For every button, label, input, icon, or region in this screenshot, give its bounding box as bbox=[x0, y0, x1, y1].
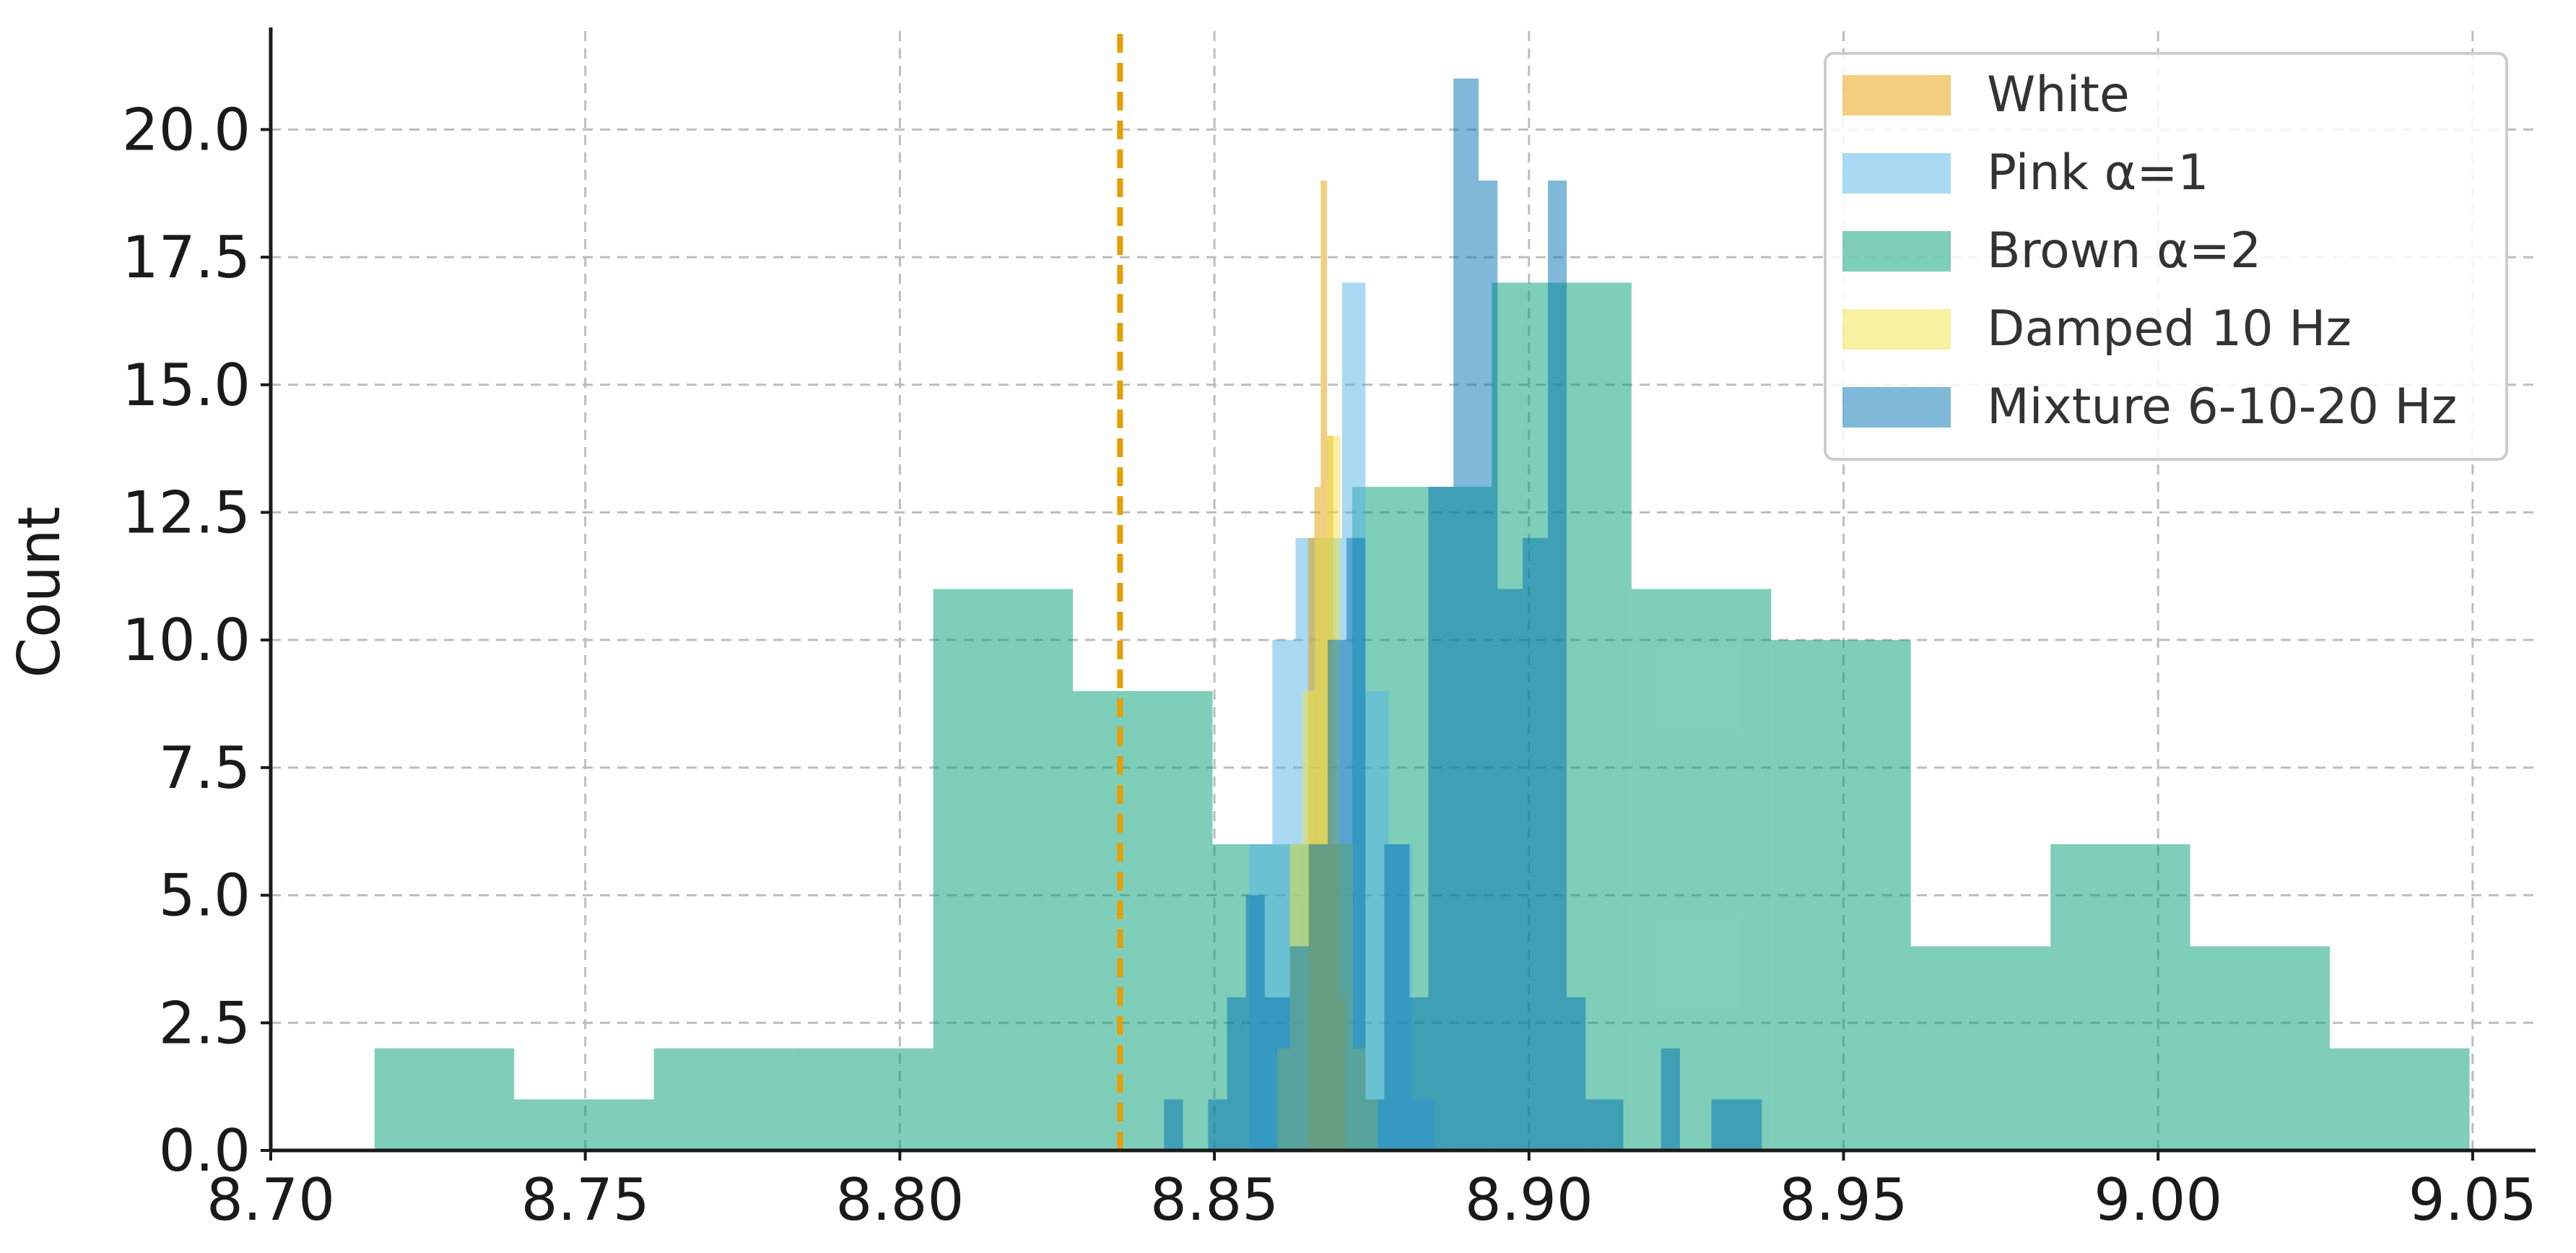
histogram-bar bbox=[1661, 1048, 1680, 1150]
histogram-bar bbox=[1631, 589, 1772, 1150]
histogram-bar bbox=[1585, 1099, 1605, 1150]
histogram-bar bbox=[1346, 537, 1366, 1150]
x-tick-label: 8.95 bbox=[1779, 1166, 1907, 1234]
y-tick-label: 12.5 bbox=[122, 479, 251, 546]
x-tick-label: 8.80 bbox=[835, 1166, 964, 1234]
legend-label: Pink α=1 bbox=[1987, 144, 2209, 201]
histogram-bar bbox=[1479, 181, 1498, 1151]
legend-swatch bbox=[1842, 309, 1951, 350]
histogram-bar bbox=[933, 589, 1074, 1150]
x-tick-label: 8.90 bbox=[1465, 1166, 1593, 1234]
legend: White Pink α=1 Brown α=2 Damped 10 Hz Mixtur… bbox=[1824, 52, 2508, 461]
histogram-bar bbox=[514, 1099, 654, 1150]
histogram-bar bbox=[1245, 895, 1265, 1150]
histogram-bar bbox=[1547, 181, 1567, 1151]
y-axis-title: Count bbox=[6, 506, 73, 678]
histogram-bar bbox=[2050, 844, 2190, 1150]
histogram-bar bbox=[1164, 1099, 1183, 1150]
histogram-bar bbox=[1523, 537, 1548, 1150]
y-tick-label: 10.0 bbox=[122, 607, 251, 674]
legend-label: Brown α=2 bbox=[1987, 222, 2261, 279]
histogram-bar bbox=[2330, 1048, 2470, 1150]
histogram-bar bbox=[1771, 640, 1911, 1150]
legend-label: Mixture 6-10-20 Hz bbox=[1987, 378, 2457, 435]
histogram-bar bbox=[1453, 78, 1479, 1151]
y-tick-label: 17.5 bbox=[122, 224, 251, 291]
legend-swatch bbox=[1842, 153, 1951, 194]
histogram-bar bbox=[1711, 1099, 1762, 1150]
histogram-bar bbox=[1227, 997, 1246, 1150]
legend-label: Damped 10 Hz bbox=[1987, 300, 2351, 357]
histogram-bar bbox=[1208, 1099, 1227, 1150]
histogram-bar bbox=[1497, 589, 1523, 1150]
histogram-bar bbox=[1604, 1099, 1624, 1150]
x-tick-label: 9.05 bbox=[2409, 1166, 2537, 1234]
histogram-bars bbox=[374, 78, 2470, 1151]
histogram-bar bbox=[793, 1048, 934, 1150]
y-tick-label: 7.5 bbox=[159, 734, 251, 802]
legend-box bbox=[1824, 52, 2508, 461]
x-tick-label: 8.70 bbox=[206, 1166, 335, 1234]
histogram-bar bbox=[1910, 946, 2051, 1150]
histogram-bar bbox=[1409, 997, 1429, 1150]
histogram-bar bbox=[374, 1048, 515, 1150]
histogram-bar bbox=[1073, 690, 1213, 1150]
histogram-bar bbox=[1289, 946, 1309, 1150]
y-tick-label: 20.0 bbox=[122, 96, 251, 163]
series-mixture-6-10-20-hz bbox=[1164, 78, 1762, 1151]
legend-swatch bbox=[1842, 75, 1951, 116]
y-tick-label: 0.0 bbox=[159, 1117, 251, 1184]
x-tick-label: 8.75 bbox=[521, 1166, 650, 1234]
legend-label: White bbox=[1987, 66, 2130, 123]
histogram-bar bbox=[1264, 997, 1290, 1150]
histogram-bar bbox=[1308, 844, 1328, 1150]
y-tick-label: 2.5 bbox=[159, 989, 251, 1057]
histogram-bar bbox=[1384, 844, 1410, 1150]
legend-swatch bbox=[1842, 387, 1951, 428]
y-tick-label: 5.0 bbox=[159, 862, 251, 929]
histogram-bar bbox=[653, 1048, 794, 1150]
histogram-bar bbox=[2190, 946, 2331, 1150]
histogram-bar bbox=[1327, 640, 1347, 1150]
histogram-bar bbox=[1567, 997, 1586, 1150]
histogram-bar bbox=[1428, 487, 1454, 1150]
legend-swatch bbox=[1842, 231, 1951, 272]
tick-labels: 8.70 8.75 8.80 8.85 8.90 8.95 9.00 9.05 0.0 2.5 5.… bbox=[122, 96, 2537, 1234]
y-tick-label: 15.0 bbox=[122, 352, 251, 419]
x-tick-label: 9.00 bbox=[2094, 1166, 2222, 1234]
x-tick-label: 8.85 bbox=[1150, 1166, 1279, 1234]
histogram-bar bbox=[1365, 1099, 1385, 1150]
